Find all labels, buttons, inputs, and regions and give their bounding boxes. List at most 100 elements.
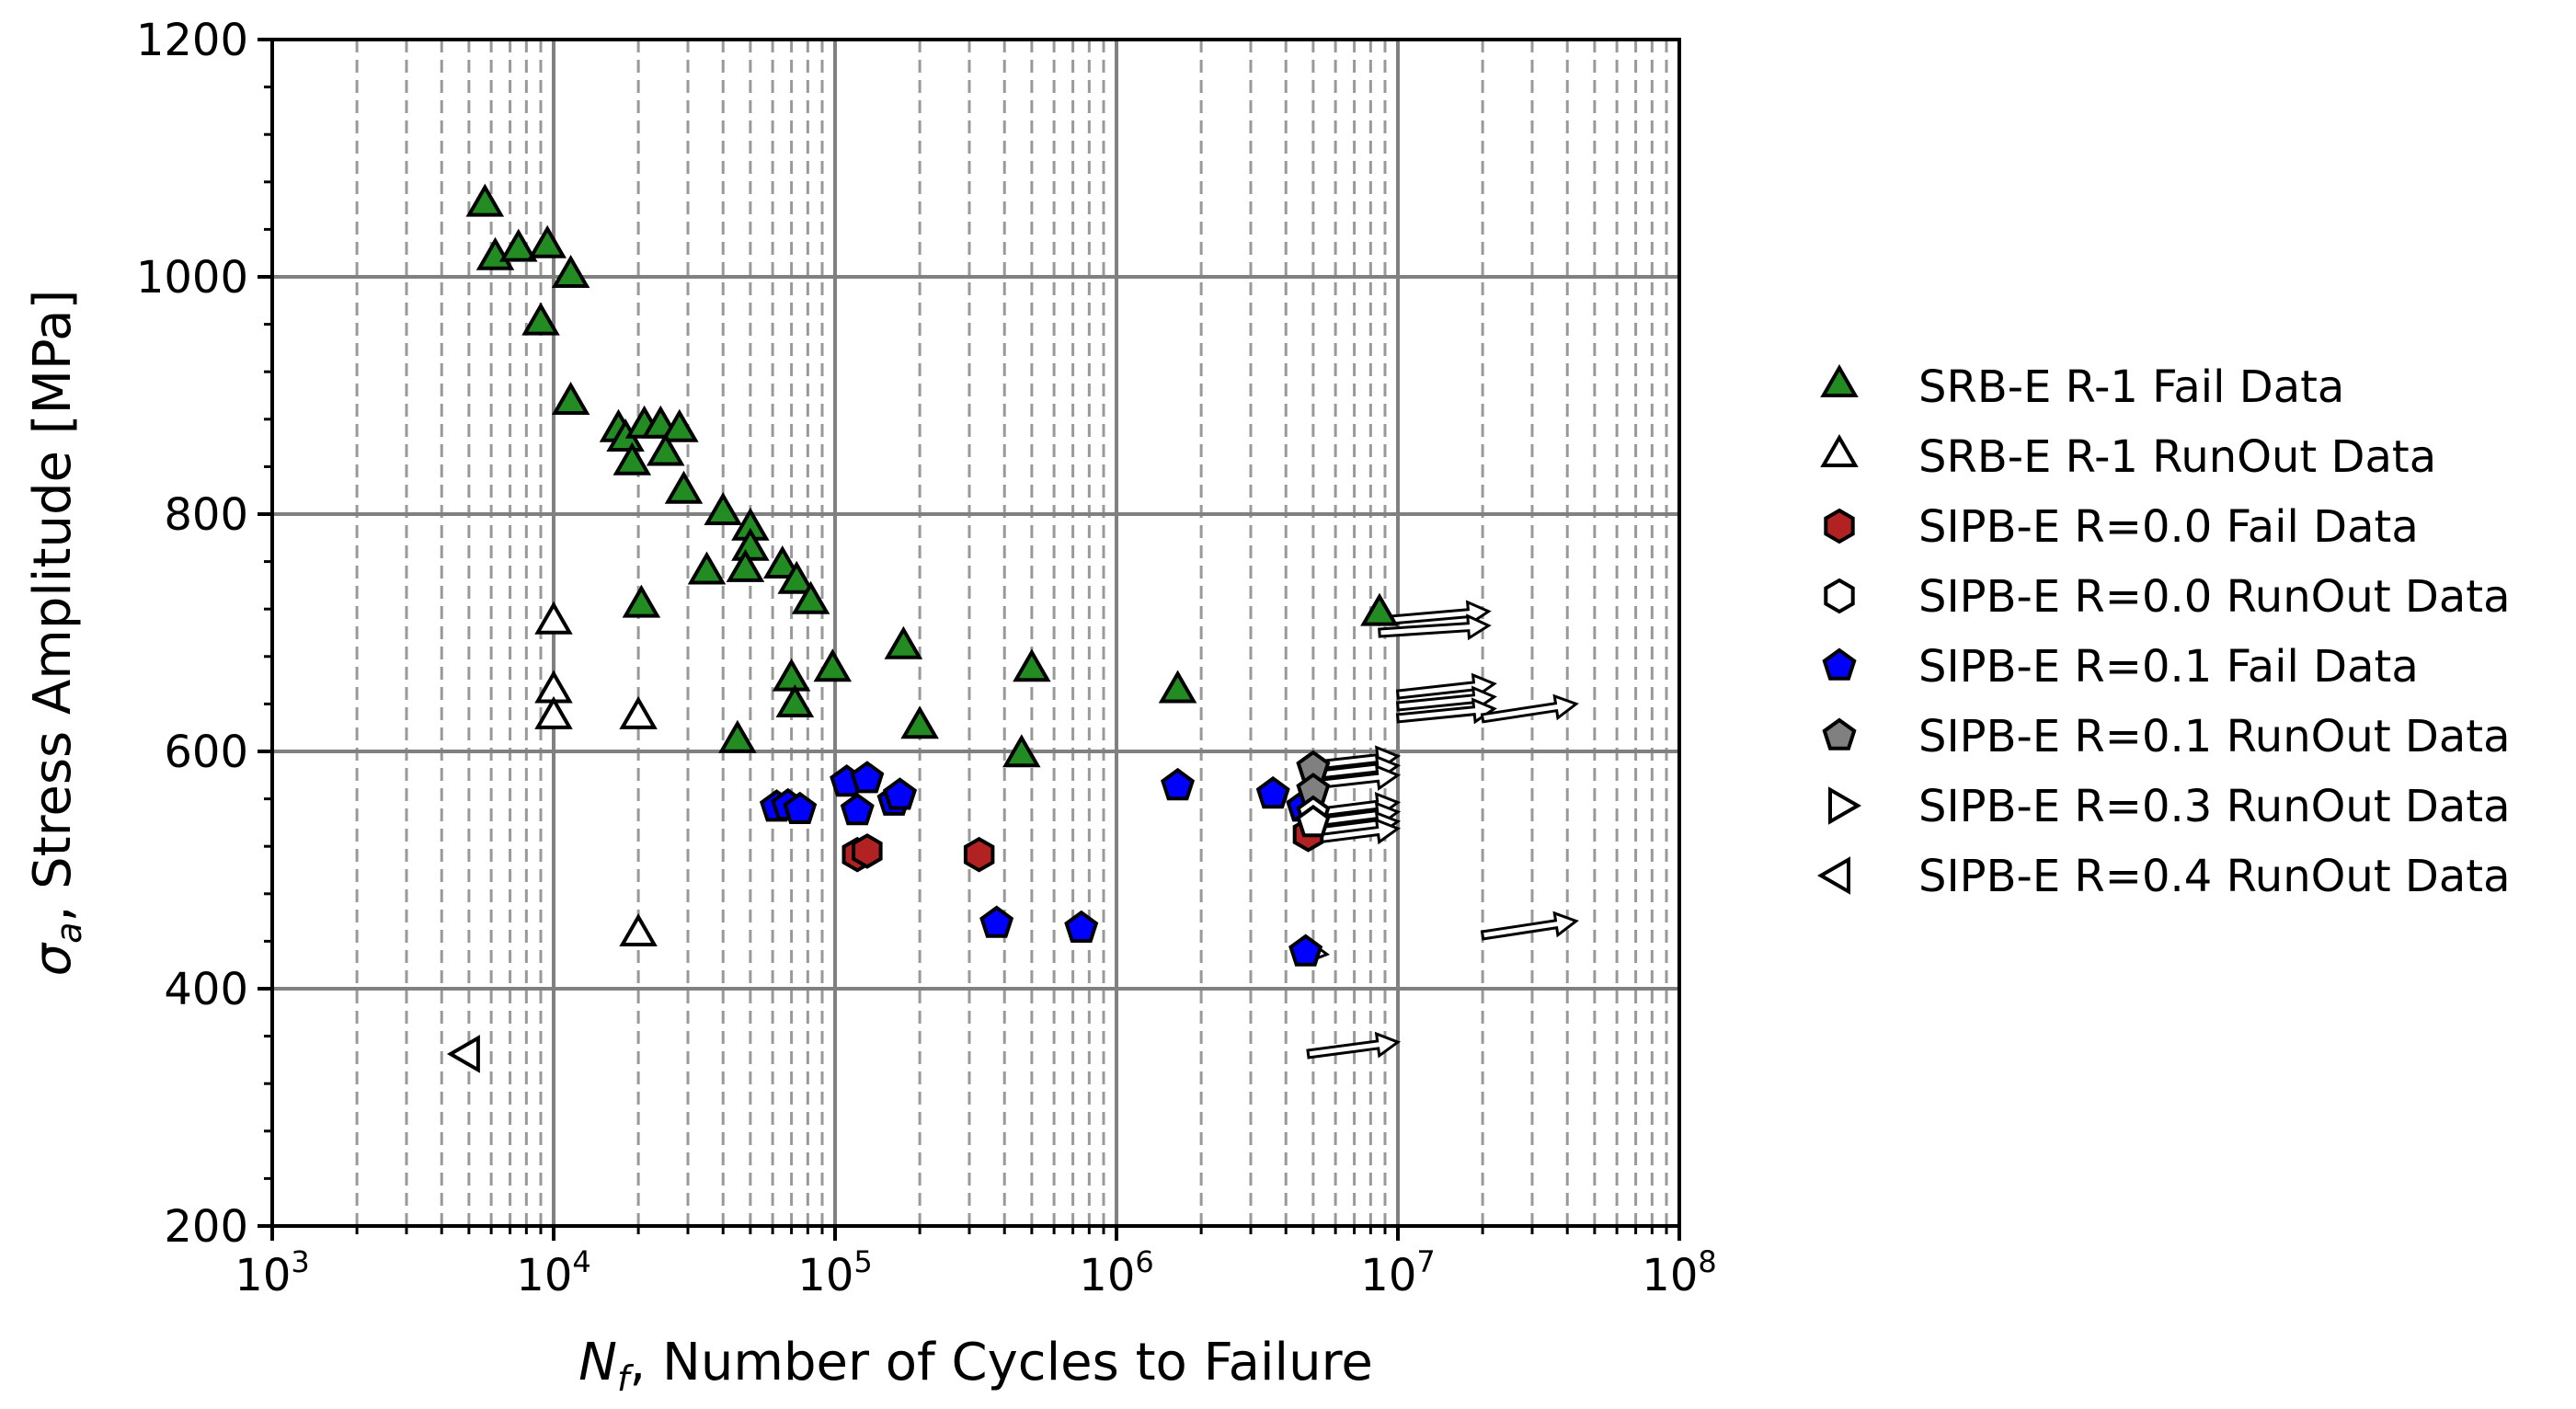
legend-item: SRB-E R-1 Fail Data <box>1820 361 2344 413</box>
data-point <box>813 648 853 682</box>
data-points <box>446 183 1399 1073</box>
data-point <box>534 601 573 635</box>
y-tick-label: 400 <box>164 964 248 1015</box>
data-point <box>852 833 883 869</box>
y-tick-label: 1200 <box>136 15 248 66</box>
legend-item: SIPB-E R=0.4 RunOut Data <box>1816 851 2511 902</box>
data-point <box>498 228 538 262</box>
axis-ticks <box>258 38 1681 1241</box>
runout-arrows <box>1303 600 1579 1060</box>
data-point <box>1360 592 1399 626</box>
minor-grid <box>355 40 1668 1226</box>
data-point <box>1296 804 1331 838</box>
data-point <box>446 1035 480 1073</box>
data-point <box>1255 775 1290 809</box>
data-point <box>882 777 918 810</box>
legend-marker <box>1824 508 1855 544</box>
runout-arrow <box>1480 911 1579 941</box>
legend: SRB-E R-1 Fail Data SRB-E R-1 RunOut Data… <box>1816 361 2511 902</box>
legend-label: SRB-E R-1 Fail Data <box>1918 361 2344 413</box>
legend-label: SIPB-E R=0.1 Fail Data <box>1918 641 2419 693</box>
x-tick-label: 103 <box>235 1244 309 1301</box>
legend-label: SRB-E R-1 RunOut Data <box>1918 431 2436 483</box>
y-tick-label: 200 <box>164 1201 248 1253</box>
legend-label: SIPB-E R=0.0 RunOut Data <box>1918 571 2511 623</box>
runout-arrow <box>1306 1031 1402 1060</box>
data-point <box>660 408 699 442</box>
data-point <box>687 551 727 585</box>
runout-arrow-shape <box>1480 693 1579 724</box>
data-point <box>718 719 757 753</box>
data-point <box>613 441 652 475</box>
data-point <box>783 791 818 824</box>
runout-arrow-shape <box>1480 911 1579 941</box>
data-point <box>777 560 816 594</box>
data-point <box>726 548 765 582</box>
x-tick-label: 106 <box>1079 1244 1153 1301</box>
runout-arrow-shape <box>1395 672 1497 700</box>
data-point <box>551 381 590 415</box>
runout-arrow-shape <box>1306 1031 1402 1060</box>
legend-marker <box>1820 363 1859 397</box>
data-point <box>884 625 923 659</box>
legend-item: SIPB-E R=0.1 RunOut Data <box>1822 711 2511 762</box>
legend-marker <box>1822 717 1857 750</box>
x-tick-label: 108 <box>1642 1244 1716 1301</box>
legend-label: SIPB-E R=0.0 Fail Data <box>1918 501 2419 553</box>
legend-label: SIPB-E R=0.3 RunOut Data <box>1918 781 2511 832</box>
data-point <box>1288 934 1323 967</box>
legend-item: SIPB-E R=0.1 Fail Data <box>1822 641 2419 693</box>
runout-arrow <box>1311 818 1402 845</box>
legend-item: SRB-E R-1 RunOut Data <box>1820 431 2436 483</box>
data-point <box>704 492 743 525</box>
data-point <box>619 695 658 729</box>
data-point <box>775 684 815 717</box>
data-point <box>791 580 830 614</box>
data-point <box>772 658 811 692</box>
data-point <box>900 705 939 739</box>
legend-marker <box>1822 647 1857 681</box>
data-point <box>979 905 1014 938</box>
legend-item: SIPB-E R=0.0 Fail Data <box>1824 501 2419 553</box>
y-tick-label: 1000 <box>136 252 248 304</box>
data-point <box>762 545 802 578</box>
legend-item: SIPB-E R=0.0 RunOut Data <box>1824 571 2511 623</box>
legend-item: SIPB-E R=0.3 RunOut Data <box>1828 781 2511 832</box>
data-point <box>534 695 573 729</box>
data-point <box>521 302 560 336</box>
legend-marker <box>1816 856 1850 895</box>
x-tick-label: 104 <box>516 1244 590 1301</box>
y-tick-labels: 200 400 600 800 1000 1200 <box>136 15 248 1253</box>
data-point <box>1064 910 1099 943</box>
data-point <box>1013 648 1051 682</box>
data-point <box>1161 767 1196 801</box>
data-point <box>840 793 875 826</box>
legend-marker <box>1820 433 1859 467</box>
data-point <box>1158 670 1197 704</box>
data-point <box>664 470 704 504</box>
data-point <box>528 224 567 258</box>
y-tick-label: 600 <box>164 727 248 778</box>
y-axis-label: σa, Stress Amplitude [MPa] <box>23 290 89 977</box>
data-point <box>646 432 685 466</box>
y-tick-label: 800 <box>164 489 248 541</box>
plot-frame <box>270 38 1681 1228</box>
x-axis-label: Nf, Number of Cycles to Failure <box>578 1333 1373 1399</box>
x-tick-label: 105 <box>797 1244 872 1301</box>
runout-arrow-shape <box>1311 818 1402 845</box>
data-point <box>622 584 661 618</box>
data-point <box>963 836 995 873</box>
legend-marker <box>1828 786 1862 825</box>
legend-label: SIPB-E R=0.1 RunOut Data <box>1918 711 2511 762</box>
data-point <box>551 254 590 288</box>
runout-arrow <box>1395 672 1497 700</box>
runout-arrow-shape <box>1378 613 1492 641</box>
data-point <box>1002 734 1041 768</box>
runout-arrow <box>1378 613 1492 641</box>
legend-label: SIPB-E R=0.4 RunOut Data <box>1918 851 2511 902</box>
x-tick-label: 107 <box>1360 1244 1435 1301</box>
legend-marker <box>1824 578 1855 614</box>
data-point <box>619 912 658 946</box>
runout-arrow <box>1480 693 1579 724</box>
